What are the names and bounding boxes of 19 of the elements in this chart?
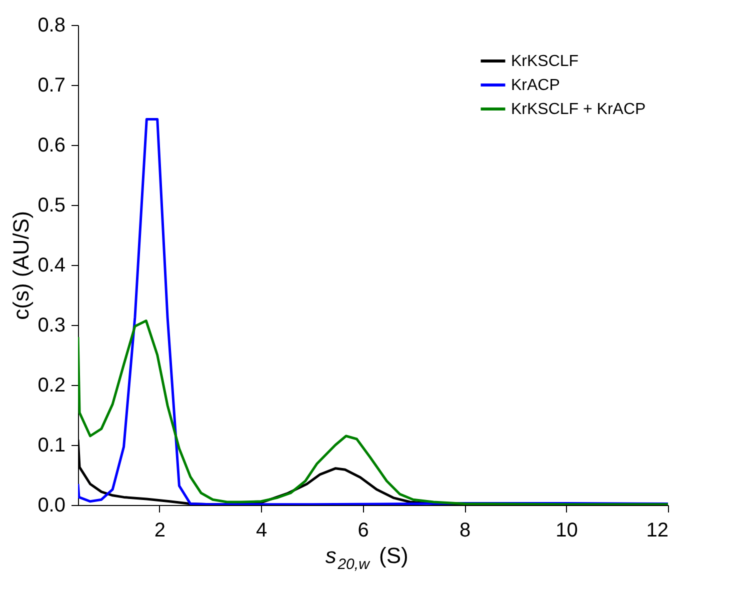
y-tick-label: 0.1: [38, 434, 66, 456]
y-tick-label: 0.0: [38, 494, 66, 516]
y-axis-title: c(s) (AU/S): [8, 211, 34, 320]
y-tick-label: 0.2: [38, 374, 66, 396]
legend-label: KrACP: [511, 77, 560, 94]
y-tick-label: 0.4: [38, 254, 66, 276]
y-tick-label: 0.8: [38, 14, 66, 36]
x-tick-label: 8: [459, 520, 471, 542]
y-tick-label: 0.5: [38, 194, 66, 216]
x-tick-label: 10: [556, 520, 578, 542]
x-tick-label: 6: [358, 520, 369, 542]
legend-label: KrKSCLF: [511, 53, 579, 70]
y-tick-label: 0.6: [38, 134, 66, 156]
x-tick-label: 4: [256, 520, 268, 542]
legend-label: KrKSCLF + KrACP: [511, 101, 646, 118]
y-tick-label: 0.3: [38, 314, 66, 336]
x-tick-label: 2: [154, 520, 166, 542]
x-tick-label: 12: [646, 520, 668, 542]
y-tick-label: 0.7: [38, 74, 66, 96]
